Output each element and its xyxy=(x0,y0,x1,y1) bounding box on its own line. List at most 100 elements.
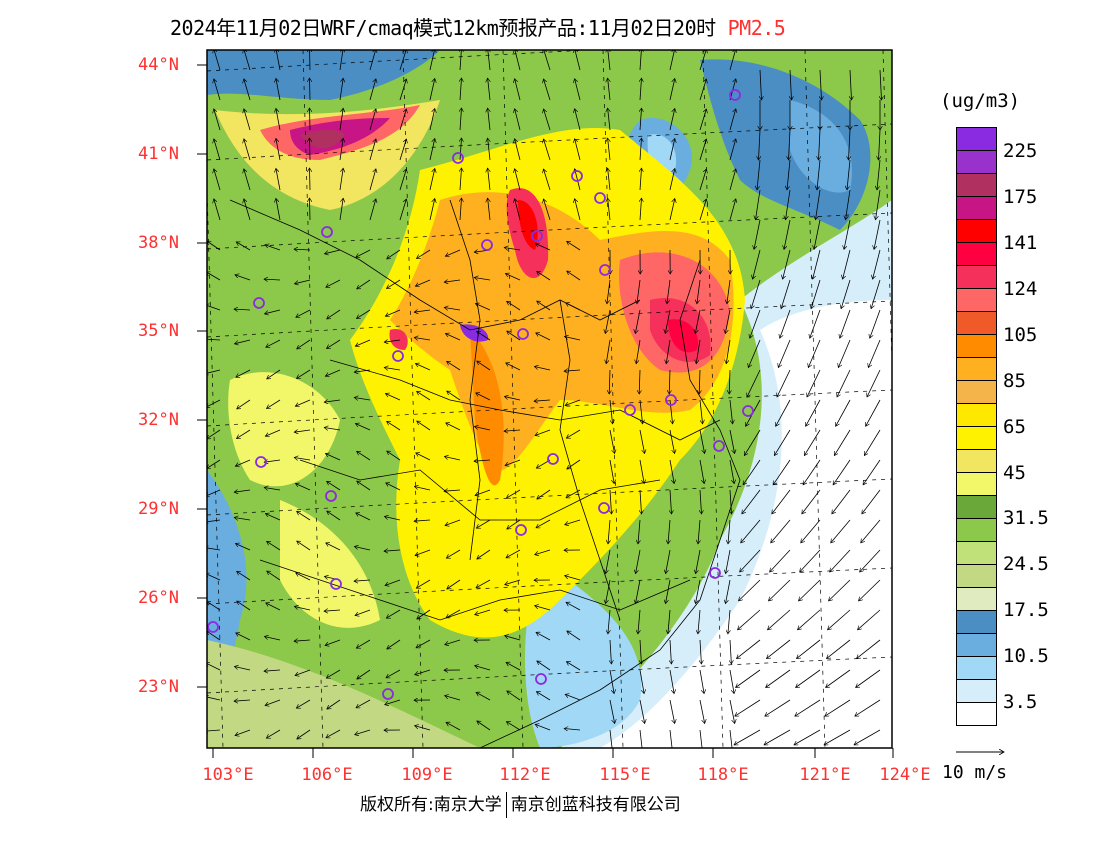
wind-arrow xyxy=(357,481,371,491)
wind-arrow xyxy=(861,519,881,543)
wind-arrow xyxy=(639,729,643,748)
wind-arrow xyxy=(476,579,491,588)
wind-arrow xyxy=(415,549,431,556)
wind-arrow xyxy=(608,50,610,71)
wind-arrow xyxy=(789,129,791,160)
wind-arrow xyxy=(294,607,311,611)
wind-arrow xyxy=(235,275,251,281)
wind-arrow xyxy=(264,488,281,491)
wind-arrow xyxy=(780,309,791,338)
wind-arrow xyxy=(327,511,341,521)
wind-arrow xyxy=(475,304,491,311)
lon-label: 109°E xyxy=(401,765,453,785)
color-bar-swatch xyxy=(957,680,996,703)
wind-arrow xyxy=(507,691,521,701)
wind-arrow xyxy=(747,369,761,397)
wind-arrow xyxy=(234,309,251,310)
wind-arrow xyxy=(640,50,642,71)
wind-arrow xyxy=(784,219,791,249)
wind-arrow xyxy=(827,639,851,659)
wind-arrow xyxy=(729,139,736,161)
wind-arrow xyxy=(325,249,341,254)
city-marker xyxy=(594,192,606,204)
city-marker xyxy=(481,239,493,251)
wind-arrow xyxy=(207,730,221,731)
wind-arrow xyxy=(781,279,791,309)
wind-arrow xyxy=(738,609,761,630)
wind-arrow xyxy=(609,429,615,454)
map-frame xyxy=(206,49,893,749)
wind-arrow xyxy=(477,549,491,559)
wind-arrow xyxy=(636,339,641,364)
wind-arrow xyxy=(606,549,611,574)
color-bar-swatch xyxy=(957,335,996,358)
wind-arrow xyxy=(729,669,734,694)
wind-arrow xyxy=(297,339,311,349)
wind-arrow xyxy=(327,339,341,349)
wind-arrow xyxy=(266,603,281,611)
wind-arrow xyxy=(609,459,614,484)
wind-arrow xyxy=(310,108,311,131)
wind-arrow xyxy=(385,309,401,316)
wind-arrow xyxy=(297,541,311,551)
wind-arrow xyxy=(276,138,281,161)
color-bar-swatch xyxy=(957,358,996,381)
wind-arrow xyxy=(537,661,551,671)
wind-arrow xyxy=(846,189,851,220)
wind-arrow xyxy=(769,579,791,601)
wind-arrow xyxy=(669,199,675,221)
wind-arrow xyxy=(265,429,281,436)
wind-arrow xyxy=(214,50,221,71)
wind-arrow xyxy=(803,459,821,485)
city-marker xyxy=(515,524,527,536)
wind-arrow xyxy=(506,721,521,731)
wind-arrow xyxy=(567,631,581,641)
wind-arrow xyxy=(668,609,670,634)
wind-arrow xyxy=(236,242,251,251)
wind-arrow xyxy=(326,669,341,679)
wind-arrow xyxy=(339,108,343,131)
wind-arrow xyxy=(295,484,311,491)
color-bar-swatch xyxy=(957,243,996,266)
wind-arrow xyxy=(357,451,371,461)
wind-arrow xyxy=(799,579,821,601)
wind-arrow xyxy=(743,429,761,456)
wind-arrow xyxy=(236,633,251,641)
wind-arrow xyxy=(609,399,613,424)
latitude-line xyxy=(207,656,892,694)
city-marker xyxy=(325,490,337,502)
wind-arrow xyxy=(726,339,731,364)
legend-label: 225 xyxy=(1003,140,1038,162)
wind-arrow xyxy=(444,280,461,282)
wind-arrow xyxy=(387,279,401,289)
wind-arrow xyxy=(357,669,371,679)
wind-arrow xyxy=(739,579,761,601)
wind-arrow xyxy=(207,663,221,671)
wind-arrow xyxy=(565,694,581,701)
wind-arrow xyxy=(297,369,311,379)
wind-arrow xyxy=(727,279,731,304)
wind-arrow xyxy=(564,370,581,371)
wind-arrow xyxy=(399,139,406,161)
legend-label: 141 xyxy=(1003,232,1038,254)
wind-arrow xyxy=(386,483,401,491)
wind-arrow xyxy=(244,50,251,71)
wind-arrow xyxy=(879,129,881,160)
wind-arrow xyxy=(234,490,251,492)
wind-arrow xyxy=(488,108,490,131)
wind-arrow xyxy=(807,369,821,397)
legend-label: 175 xyxy=(1003,186,1038,208)
wind-arrow xyxy=(863,459,881,485)
wind-arrow xyxy=(795,699,821,717)
wind-arrow xyxy=(515,139,521,161)
wind-arrow xyxy=(445,334,461,341)
wind-arrow xyxy=(515,79,521,101)
color-bar-swatch xyxy=(957,289,996,312)
wind-arrow xyxy=(534,367,551,371)
wind-arrow xyxy=(813,249,821,279)
wind-arrow xyxy=(773,429,791,456)
wind-arrow xyxy=(414,487,431,491)
lat-label: 23°N xyxy=(138,677,179,697)
wind-arrow xyxy=(429,139,435,161)
wind-arrow xyxy=(536,519,551,528)
